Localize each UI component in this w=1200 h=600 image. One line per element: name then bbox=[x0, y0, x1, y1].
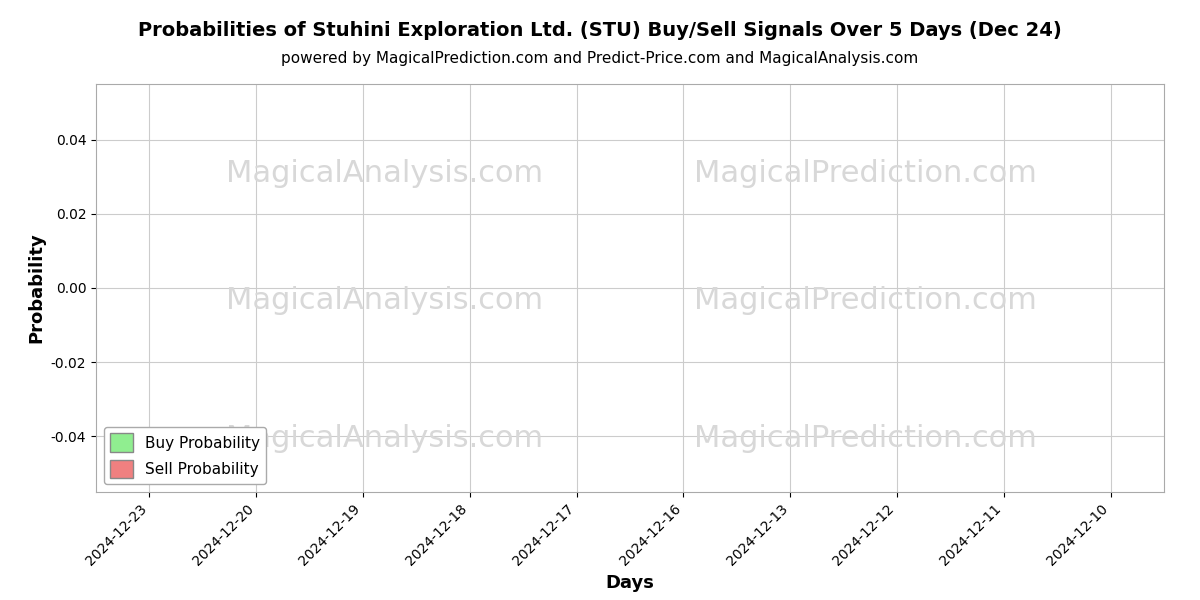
Text: MagicalPrediction.com: MagicalPrediction.com bbox=[694, 424, 1037, 454]
Text: MagicalPrediction.com: MagicalPrediction.com bbox=[694, 286, 1037, 315]
X-axis label: Days: Days bbox=[606, 574, 654, 592]
Text: MagicalPrediction.com: MagicalPrediction.com bbox=[694, 159, 1037, 188]
Text: MagicalAnalysis.com: MagicalAnalysis.com bbox=[226, 424, 542, 454]
Text: MagicalAnalysis.com: MagicalAnalysis.com bbox=[226, 159, 542, 188]
Y-axis label: Probability: Probability bbox=[28, 233, 46, 343]
Text: MagicalAnalysis.com: MagicalAnalysis.com bbox=[226, 286, 542, 315]
Legend: Buy Probability, Sell Probability: Buy Probability, Sell Probability bbox=[103, 427, 266, 484]
Text: powered by MagicalPrediction.com and Predict-Price.com and MagicalAnalysis.com: powered by MagicalPrediction.com and Pre… bbox=[281, 51, 919, 66]
Text: Probabilities of Stuhini Exploration Ltd. (STU) Buy/Sell Signals Over 5 Days (De: Probabilities of Stuhini Exploration Ltd… bbox=[138, 21, 1062, 40]
